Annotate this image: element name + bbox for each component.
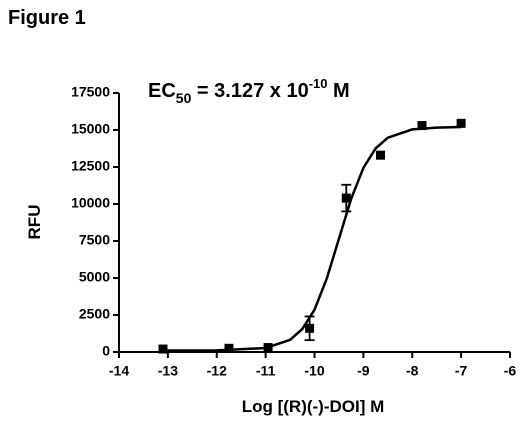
data-point (341, 193, 351, 203)
y-tick-label: 0 (102, 343, 110, 359)
x-tick-label: -14 (109, 363, 129, 379)
data-point (224, 343, 234, 353)
x-tick-label: -9 (357, 363, 370, 379)
x-axis-label: Log [(R)(-)-DOI] M (242, 397, 385, 416)
y-tick-label: 7500 (79, 232, 110, 248)
x-tick-label: -8 (406, 363, 419, 379)
x-tick-label: -10 (304, 363, 324, 379)
y-axis-label: RFU (25, 205, 44, 240)
data-point (417, 121, 427, 131)
y-tick-label: 17500 (71, 84, 110, 100)
x-tick-label: -13 (158, 363, 178, 379)
data-point (263, 343, 273, 353)
x-tick-label: -6 (504, 363, 517, 379)
x-tick-label: -12 (207, 363, 227, 379)
annotation-mid: = 3.127 x 10 (191, 80, 308, 102)
x-tick-label: -7 (455, 363, 468, 379)
annotation: EC50 = 3.127 x 10-10 M (148, 76, 350, 106)
y-tick-label: 12500 (71, 158, 110, 174)
fit-curve (162, 125, 462, 352)
y-tick-label: 10000 (71, 195, 110, 211)
y-tick-label: 15000 (71, 121, 110, 137)
y-tick-label: 5000 (79, 269, 110, 285)
data-point (375, 150, 385, 160)
data-point (158, 344, 168, 354)
annotation-sup: -10 (309, 76, 328, 91)
x-tick-label: -11 (256, 363, 276, 379)
data-point (456, 118, 466, 128)
data-point (305, 323, 315, 333)
annotation-text: EC (148, 80, 176, 102)
y-tick-label: 2500 (79, 306, 110, 322)
annotation-end: M (328, 80, 350, 102)
annotation-sub: 50 (176, 90, 192, 106)
figure-label: Figure 1 (8, 7, 86, 29)
